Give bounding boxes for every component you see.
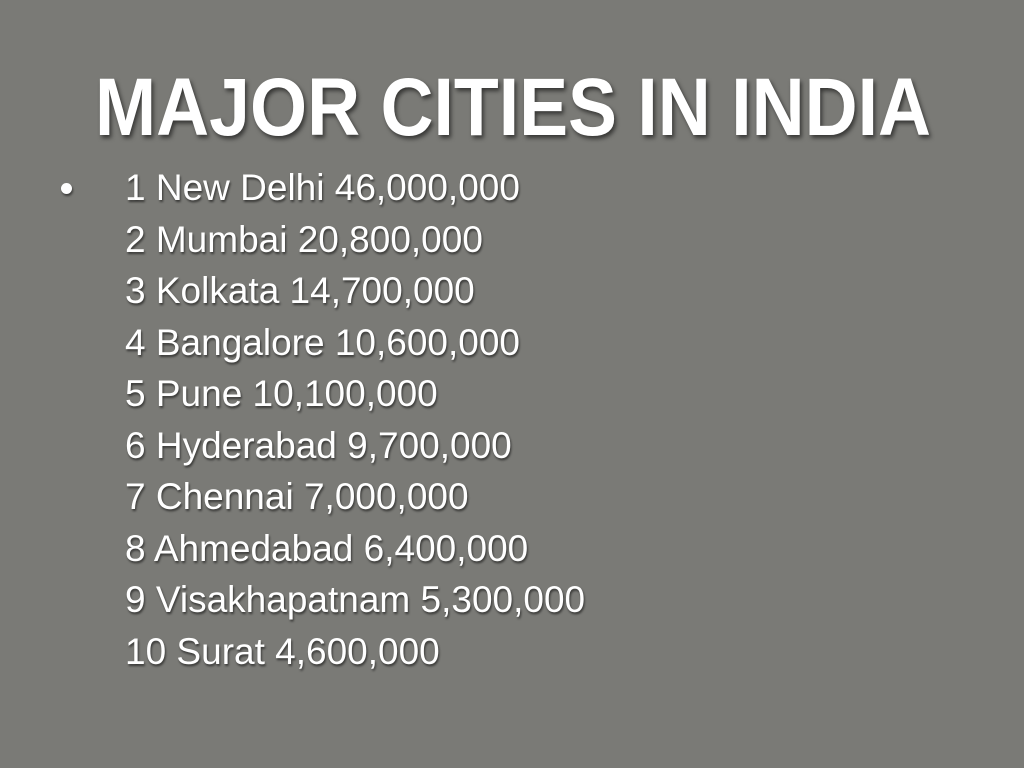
city-item: 3 Kolkata 14,700,000 — [125, 270, 475, 311]
slide-title: MAJOR CITIES IN INDIA — [95, 62, 931, 153]
city-item: 2 Mumbai 20,800,000 — [125, 218, 483, 260]
city-item: 7 Chennai 7,000,000 — [125, 476, 469, 517]
city-item: 10 Surat 4,600,000 — [125, 630, 440, 672]
city-item: 6 Hyderabad 9,700,000 — [125, 424, 512, 466]
city-item: 9 Visakhapatnam 5,300,000 — [125, 579, 586, 620]
city-item: 5 Pune 10,100,000 — [125, 373, 438, 414]
city-item: 8 Ahmedabad 6,400,000 — [125, 527, 529, 569]
city-item: 4 Bangalore 10,600,000 — [125, 321, 521, 363]
city-item: 1 New Delhi 46,000,000 — [125, 167, 520, 208]
city-list: 1 New Delhi 46,000,000 2 Mumbai 20,800,00… — [125, 162, 585, 677]
bullet — [61, 183, 72, 194]
title-area: MAJOR CITIES IN INDIA — [95, 62, 931, 153]
